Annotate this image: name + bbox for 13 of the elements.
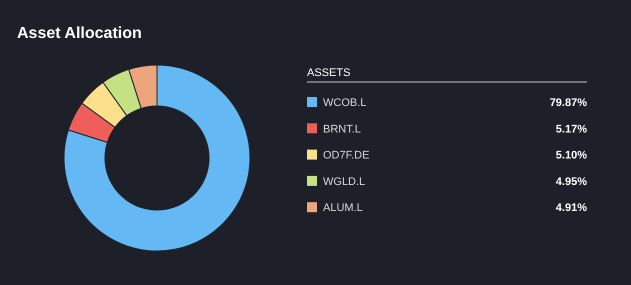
legend-label: BRNT.L (323, 123, 361, 136)
legend-title: ASSETS (307, 67, 350, 79)
data-label: 4.95% (556, 176, 588, 188)
legend-label: WCOB.L (323, 97, 366, 109)
data-label: 5.10% (556, 150, 588, 162)
chart-title: Asset Allocation (17, 25, 142, 42)
donut-slice (64, 64, 250, 252)
legend-label: OD7F.DE (323, 150, 370, 162)
data-label: 79.87% (550, 97, 588, 109)
legend-label: ALUM.L (323, 202, 363, 214)
legend-label: WGLD.L (323, 176, 366, 188)
data-label: 5.17% (556, 123, 588, 136)
data-label: 4.91% (556, 202, 588, 214)
